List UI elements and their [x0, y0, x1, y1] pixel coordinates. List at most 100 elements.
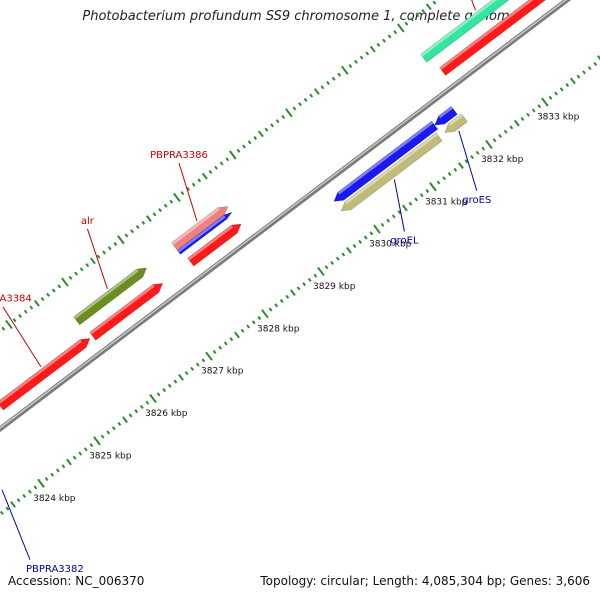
feature-bevel [438, 106, 453, 119]
plus-tick [163, 203, 168, 208]
minus-tick [268, 307, 273, 312]
gene-label: PBPRA3382 [26, 564, 84, 575]
minus-tick [33, 485, 38, 490]
minus-tick [317, 266, 325, 277]
minus-tick [587, 66, 592, 71]
tick-label: 3824 kbp [33, 494, 76, 504]
plus-tick [34, 299, 40, 307]
callout-line [393, 179, 405, 232]
minus-tick [565, 83, 570, 88]
feature-f9 [420, 0, 510, 63]
feature-bevel [73, 269, 139, 320]
plus-tick [51, 288, 56, 293]
plus-tick [341, 65, 349, 75]
plus-tick [214, 165, 218, 170]
feature-body [439, 0, 546, 76]
plus-tick [369, 45, 376, 53]
feature-bevel [448, 114, 464, 126]
minus-tick [531, 108, 536, 113]
minus-tick [503, 129, 508, 134]
gene-label: groEL [390, 235, 419, 246]
minus-tick [313, 273, 318, 278]
plus-tick [79, 267, 84, 272]
plus-tick [396, 23, 405, 33]
minus-tick [218, 345, 223, 350]
plus-tick [264, 127, 269, 132]
minus-tick [50, 472, 55, 477]
minus-tick [442, 176, 446, 181]
plus-tick [242, 144, 246, 149]
plus-tick [410, 17, 414, 22]
minus-tick [414, 197, 418, 202]
tick-label: 3825 kbp [89, 451, 132, 461]
plus-tick [96, 254, 101, 259]
minus-tick [55, 468, 60, 473]
minus-tick [559, 87, 564, 92]
feature-body [187, 223, 242, 267]
plus-tick [320, 85, 325, 90]
feature-f15 [340, 132, 443, 212]
minus-tick [190, 366, 195, 371]
feature-bevel [345, 133, 438, 205]
plus-tick [18, 313, 23, 319]
minus-tick [72, 455, 77, 460]
minus-tick [173, 379, 178, 384]
minus-tick [66, 458, 72, 466]
plus-tick [102, 250, 106, 255]
minus-tick [257, 316, 262, 321]
minus-tick [290, 289, 296, 297]
plus-tick [130, 229, 134, 234]
minus-tick [307, 277, 312, 282]
plus-tick [253, 136, 258, 141]
plus-tick [124, 233, 129, 238]
plus-tick [173, 192, 181, 202]
minus-tick [22, 493, 27, 498]
plus-tick [247, 140, 252, 145]
feature-body [89, 282, 164, 341]
feature-body [420, 0, 510, 63]
minus-tick [279, 299, 284, 304]
minus-tick [205, 351, 213, 361]
minus-tick [548, 95, 553, 100]
minus-tick [346, 246, 352, 254]
minus-tick [380, 222, 385, 227]
plus-tick [12, 318, 17, 323]
plus-tick [57, 284, 62, 289]
minus-tick [167, 383, 172, 388]
plus-tick [107, 246, 112, 251]
plus-tick [393, 30, 398, 35]
minus-tick [397, 210, 402, 215]
plus-tick [113, 241, 118, 247]
gene-label: groES [462, 195, 491, 206]
plus-tick [135, 224, 140, 230]
minus-tick [134, 409, 139, 414]
gene-label: PBPRA3384 [0, 294, 32, 305]
minus-tick [122, 416, 128, 424]
feature-body [73, 267, 148, 326]
minus-tick [386, 218, 391, 223]
plus-tick [270, 123, 274, 128]
minus-tick [184, 371, 189, 376]
minus-tick [537, 104, 542, 109]
minus-tick [285, 294, 290, 299]
map-title: Photobacterium profundum SS9 chromosome … [82, 9, 518, 24]
minus-tick [156, 392, 161, 397]
plus-tick [152, 212, 157, 217]
minus-tick [373, 224, 381, 234]
plus-tick [5, 319, 13, 330]
plus-tick [46, 292, 50, 297]
plus-tick [275, 119, 280, 124]
minus-tick [425, 188, 430, 194]
plus-tick [23, 309, 28, 314]
backbone-layer [0, 0, 572, 433]
minus-tick [352, 243, 357, 249]
minus-tick [498, 133, 502, 138]
callout-line [86, 228, 108, 289]
plus-tick [1, 326, 6, 331]
minus-tick [576, 74, 581, 79]
plus-tick [29, 305, 34, 310]
feature-bevel [171, 207, 220, 245]
minus-tick [429, 182, 437, 192]
plus-tick [208, 169, 213, 175]
